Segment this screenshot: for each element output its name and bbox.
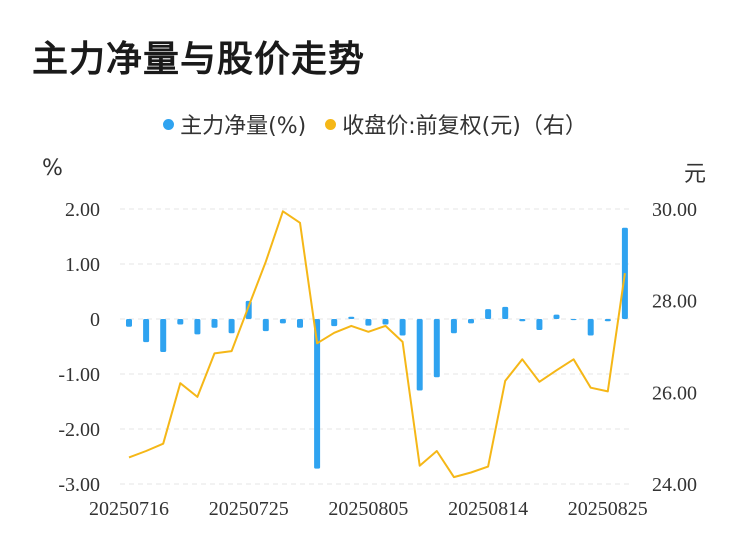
bar [587, 319, 594, 336]
y-left-tick-label: 2.00 [65, 199, 100, 221]
y-left-tick-label: 1.00 [65, 254, 100, 276]
bar [468, 319, 474, 324]
bar [519, 319, 526, 322]
bar [228, 319, 235, 334]
bar [126, 319, 132, 327]
bar [331, 319, 338, 327]
y-left-tick-label: -1.00 [58, 364, 100, 386]
chart-title: 主力净量与股价走势 [32, 39, 366, 80]
x-tick-label: 20250825 [568, 498, 648, 520]
bar [485, 309, 492, 319]
legend-line-swatch [325, 118, 337, 130]
bar [245, 300, 252, 319]
bar [553, 314, 560, 319]
bar [604, 319, 611, 322]
bar [450, 319, 457, 334]
right-axis-unit: 元 [684, 162, 707, 187]
bar [314, 319, 321, 469]
bar [416, 319, 423, 391]
bar [143, 319, 150, 343]
bar [348, 316, 355, 319]
bar [570, 319, 577, 321]
bar [365, 319, 372, 326]
y-right-tick-label: 24.00 [652, 474, 697, 496]
bar [399, 319, 406, 336]
x-tick-label: 20250725 [209, 498, 289, 520]
y-left-tick-label: -3.00 [58, 474, 100, 496]
bar [160, 319, 167, 352]
y-right-tick-label: 26.00 [652, 382, 697, 404]
bar [211, 319, 218, 328]
bar [502, 306, 509, 319]
bar [262, 319, 269, 332]
y-right-tick-label: 30.00 [652, 199, 697, 221]
y-right-tick-label: 28.00 [652, 291, 697, 313]
bar [279, 319, 286, 324]
left-axis-unit: % [42, 156, 63, 181]
bar [433, 319, 440, 378]
bar [382, 319, 389, 325]
legend-item-bar[interactable]: 主力净量(%) [163, 108, 306, 140]
x-tick-label: 20250814 [448, 498, 528, 520]
bar [297, 319, 303, 328]
y-left-tick-label: 0 [90, 309, 100, 331]
price-line [128, 210, 626, 479]
legend-bar-swatch [163, 118, 175, 130]
legend-bar-label: 主力净量(%) [180, 114, 307, 139]
bar [194, 319, 201, 335]
legend-item-line[interactable]: 收盘价:前复权(元)（右） [325, 108, 587, 140]
x-tick-label: 20250805 [328, 498, 408, 520]
legend-line-label: 收盘价:前复权(元)（右） [342, 114, 587, 139]
bar [177, 319, 184, 325]
bar [536, 319, 543, 330]
x-tick-label: 20250716 [89, 498, 169, 520]
y-left-tick-label: -2.00 [58, 419, 100, 441]
chart-legend: 主力净量(%) 收盘价:前复权(元)（右） [0, 108, 750, 140]
